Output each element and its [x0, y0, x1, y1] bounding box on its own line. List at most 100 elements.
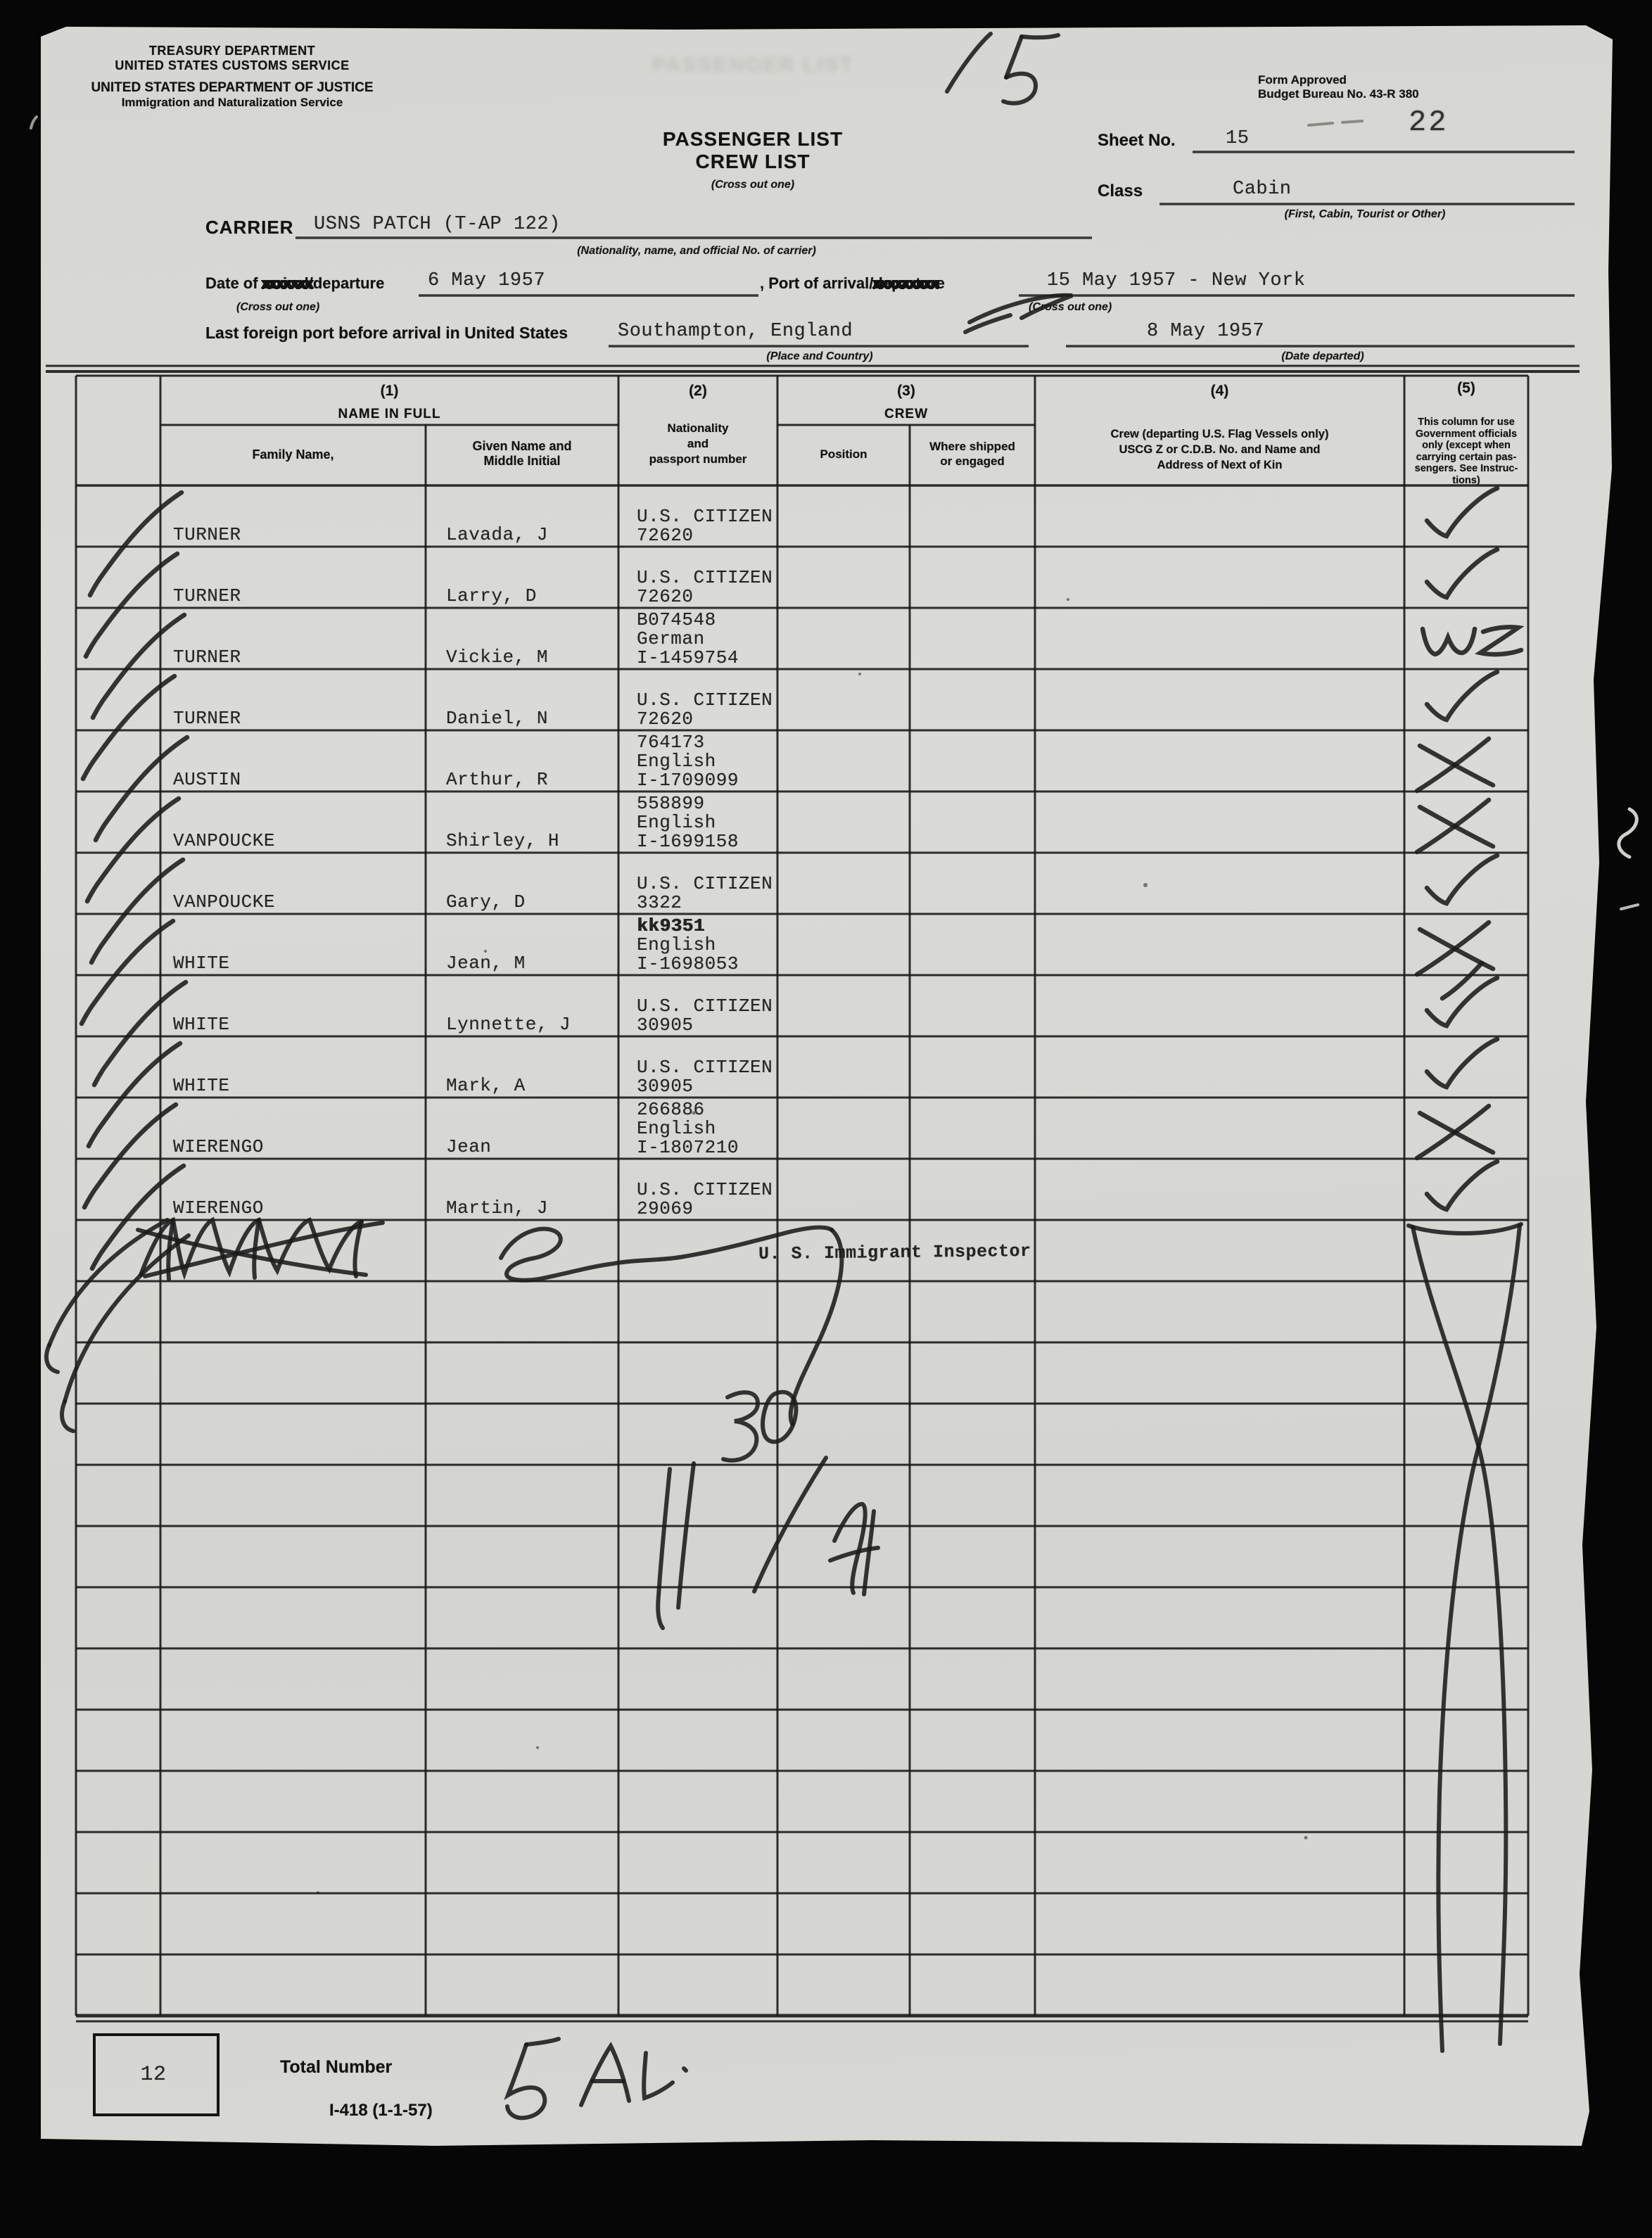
- nationality-passport-line: U.S. CITIZEN: [637, 506, 773, 527]
- class-label: Class: [1098, 182, 1143, 201]
- family-name-cell: AUSTIN: [173, 769, 241, 790]
- col1-title: NAME IN FULL: [338, 407, 441, 421]
- port-label-text: , Port of arrival/: [760, 274, 874, 292]
- given-name-cell: Shirley, H: [446, 830, 560, 851]
- nationality-passport-line: 30905: [637, 1076, 694, 1097]
- family-name-cell: TURNER: [173, 585, 241, 606]
- handwriting-static: [44, 32, 1523, 2121]
- form-number: I-418 (1-1-57): [329, 2101, 433, 2120]
- budget-bureau-line: Budget Bureau No. 43-R 380: [1258, 87, 1419, 101]
- handwritten-swoosh: [967, 293, 1074, 324]
- scribbled-name-crossout: [136, 1216, 385, 1281]
- agency-header: TREASURY DEPARTMENT UNITED STATES CUSTOM…: [63, 44, 401, 110]
- crossed-word-text: arrival: [262, 274, 309, 292]
- official-check-mark: [1424, 485, 1500, 539]
- official-check-mark: [1424, 547, 1500, 600]
- row-check-tick: [82, 1102, 179, 1210]
- margin-marks: [30, 115, 1639, 910]
- agency-line-3: UNITED STATES DEPARTMENT OF JUSTICE: [91, 80, 374, 95]
- nationality-passport-line: English: [637, 934, 716, 955]
- official-wz-mark: [1474, 625, 1525, 657]
- column5-long-crossout: [1406, 1222, 1523, 2053]
- given-name-cell: Vickie, M: [446, 647, 548, 668]
- handwritten-sheet-15: [945, 32, 993, 94]
- row-check-tick: [89, 1163, 186, 1271]
- family-name-cell: WHITE: [173, 1075, 230, 1096]
- official-check-mark: [1424, 1036, 1500, 1090]
- given-name-cell: Martin, J: [446, 1197, 548, 1219]
- agency-line-1: TREASURY DEPARTMENT: [148, 44, 316, 58]
- departure-date-value: 6 May 1957: [428, 270, 546, 291]
- row-check-tick: [79, 918, 176, 1026]
- agency-line-2: UNITED STATES CUSTOMS SERVICE: [115, 58, 350, 72]
- official-check-mark: [1424, 1159, 1500, 1212]
- official-check-mark: [1424, 669, 1500, 723]
- col5-number: (5): [1457, 380, 1475, 396]
- nationality-passport-line: U.S. CITIZEN: [637, 1179, 773, 1200]
- crossed-word-departure: departure xxxxxxxxx: [872, 274, 944, 293]
- official-x-tail: [1440, 960, 1485, 1001]
- col3-title-crew: CREW: [884, 407, 929, 421]
- nationality-passport-line: 72620: [637, 708, 694, 730]
- nationality-passport-line: I-1459754: [637, 647, 739, 668]
- dust-specks: [317, 598, 1308, 1894]
- sheet-no-label: Sheet No.: [1098, 131, 1176, 150]
- port-arrival-value: 15 May 1957 - New York: [1047, 270, 1306, 291]
- page-number-box: [93, 2033, 220, 2116]
- family-name-cell: WIERENGO: [173, 1136, 264, 1157]
- nationality-passport-line: I-1699158: [637, 831, 739, 852]
- given-name-header: Given Name and Middle Initial: [472, 439, 572, 468]
- official-x-mark: [1414, 920, 1492, 977]
- family-name-cell: VANPOUCKE: [173, 891, 275, 913]
- where-shipped-header: Where shipped or engaged: [929, 440, 1015, 468]
- official-x-mark: [1414, 797, 1492, 855]
- row-check-tick: [90, 612, 187, 720]
- nationality-passport-line: 72620: [637, 586, 694, 607]
- family-name-cell: TURNER: [173, 524, 241, 545]
- family-name-cell: VANPOUCKE: [173, 830, 275, 851]
- nationality-passport-line: 29069: [637, 1198, 694, 1219]
- inspector-signature: [499, 1225, 880, 1630]
- given-name-cell: Jean: [446, 1136, 492, 1157]
- handwritten-total: [504, 2037, 688, 2121]
- official-check-mark: [1424, 975, 1500, 1029]
- handwriting-row-marks: [79, 485, 1525, 1271]
- class-note: (First, Cabin, Tourist or Other): [1284, 208, 1446, 220]
- given-name-cell: Arthur, R: [446, 769, 548, 790]
- foreign-port-value: Southampton, England: [618, 321, 853, 342]
- carrier-label: CARRIER: [205, 217, 294, 238]
- col1-number: (1): [380, 383, 399, 399]
- nationality-passport-line: U.S. CITIZEN: [637, 996, 773, 1017]
- foreign-port-label: Last foreign port before arrival in Unit…: [205, 324, 568, 342]
- row-check-tick: [93, 735, 190, 843]
- family-name-cell: WHITE: [173, 1014, 230, 1035]
- crossed-word-arrival: arrival xxxxxxx: [261, 274, 314, 293]
- date-label-prefix: Date of: [205, 274, 262, 292]
- nationality-passport-line: 72620: [637, 525, 694, 546]
- port-of-arrival-label: , Port of arrival/departure xxxxxxxxx: [760, 274, 945, 293]
- table-grid: [46, 364, 1580, 2023]
- nationality-passport-line: 558899: [637, 793, 705, 814]
- nationality-passport-line: German: [637, 628, 705, 649]
- family-name-header: Family Name,: [252, 447, 334, 462]
- official-x-mark: [1414, 736, 1492, 794]
- fill-in-underlines: [296, 151, 1575, 348]
- given-name-cell: Mark, A: [446, 1075, 526, 1096]
- given-name-cell: Daniel, N: [446, 708, 548, 729]
- place-country-note: (Place and Country): [766, 350, 873, 362]
- date-label-suffix: /departure: [308, 274, 385, 292]
- carrier-value: USNS PATCH (T-AP 122): [314, 214, 561, 235]
- overstrike: xxxxxxx: [261, 274, 314, 292]
- official-wz-mark: [1420, 626, 1478, 657]
- nationality-passport-line: I-1807210: [637, 1137, 739, 1158]
- row-check-tick: [86, 1041, 183, 1149]
- date-departed-note: (Date departed): [1281, 350, 1364, 362]
- col4-title: Crew (departing U.S. Flag Vessels only) …: [1110, 428, 1329, 471]
- ghost-print: PASSENGER LIST: [652, 53, 854, 77]
- row-check-tick: [89, 857, 186, 965]
- given-name-cell: Larry, D: [446, 585, 537, 606]
- total-number-label: Total Number: [280, 2057, 393, 2077]
- date-departed-value: 8 May 1957: [1147, 321, 1265, 342]
